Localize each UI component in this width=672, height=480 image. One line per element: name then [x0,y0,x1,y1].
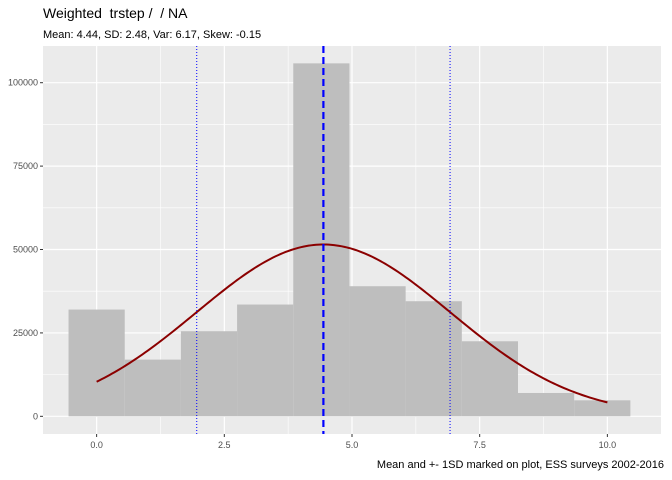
density-curve [96,243,608,404]
histogram-bar [68,309,125,417]
y-tick-label: 50000 [13,245,38,255]
histogram-bar [349,286,406,417]
y-tick-label: 25000 [13,328,38,338]
y-tick-label: 100000 [8,78,38,88]
histogram-bar [124,359,181,417]
x-tick-label: 2.5 [218,440,231,450]
chart-subtitle: Mean: 4.44, SD: 2.48, Var: 6.17, Skew: -… [43,29,262,41]
histogram-bar [517,392,575,417]
y-tick-label: 0 [33,411,38,421]
chart-title: Weighted trstep / / NA [43,5,188,21]
x-tick-label: 0.0 [90,440,103,450]
x-tick-label: 10.0 [599,440,617,450]
histogram-bar [405,301,462,417]
histogram-bar [237,304,294,417]
x-tick-label: 7.5 [473,440,486,450]
histogram-bar [574,400,631,417]
histogram-bar [461,341,518,417]
x-tick-label: 5.0 [346,440,359,450]
chart-caption: Mean and +- 1SD marked on plot, ESS surv… [376,459,664,471]
histogram-bar [180,331,238,417]
y-tick-label: 75000 [13,161,38,171]
histogram-bar [293,63,350,417]
